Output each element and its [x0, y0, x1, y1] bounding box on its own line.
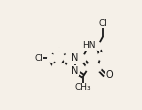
- Text: O: O: [105, 70, 113, 80]
- Text: N: N: [71, 53, 79, 63]
- Text: N: N: [71, 66, 79, 76]
- Text: CH₃: CH₃: [75, 83, 91, 93]
- Text: Cl: Cl: [34, 54, 43, 63]
- Text: Cl: Cl: [99, 19, 107, 28]
- Text: HN: HN: [82, 41, 96, 50]
